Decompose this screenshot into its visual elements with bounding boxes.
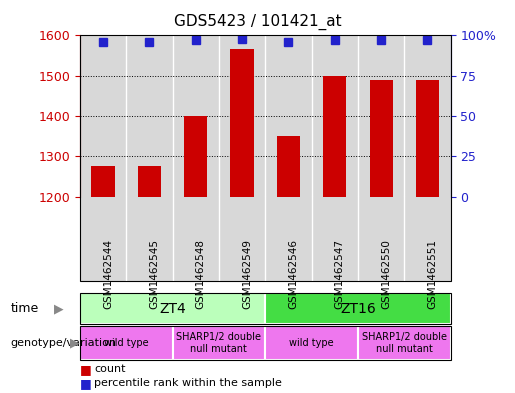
Bar xyxy=(323,75,346,196)
Bar xyxy=(138,166,161,196)
Text: wild type: wild type xyxy=(289,338,334,348)
Text: GSM1462546: GSM1462546 xyxy=(288,239,298,309)
Text: GSM1462545: GSM1462545 xyxy=(149,239,159,309)
Text: genotype/variation: genotype/variation xyxy=(10,338,116,348)
Bar xyxy=(416,80,439,196)
Bar xyxy=(92,166,114,196)
Text: ▶: ▶ xyxy=(70,336,79,349)
Bar xyxy=(184,116,207,196)
Text: count: count xyxy=(94,364,126,375)
Text: ZT16: ZT16 xyxy=(340,301,376,316)
Text: GSM1462547: GSM1462547 xyxy=(335,239,345,309)
Text: GSM1462551: GSM1462551 xyxy=(427,239,437,309)
Text: ■: ■ xyxy=(80,376,92,390)
Bar xyxy=(369,80,392,196)
Text: wild type: wild type xyxy=(104,338,148,348)
Text: SHARP1/2 double
null mutant: SHARP1/2 double null mutant xyxy=(362,332,447,354)
Text: GDS5423 / 101421_at: GDS5423 / 101421_at xyxy=(174,14,341,30)
Bar xyxy=(277,136,300,196)
Text: GSM1462549: GSM1462549 xyxy=(242,239,252,309)
Text: ▶: ▶ xyxy=(54,302,64,315)
Text: SHARP1/2 double
null mutant: SHARP1/2 double null mutant xyxy=(176,332,262,354)
Bar xyxy=(231,50,253,196)
Text: percentile rank within the sample: percentile rank within the sample xyxy=(94,378,282,388)
Text: GSM1462550: GSM1462550 xyxy=(381,239,391,309)
Text: GSM1462544: GSM1462544 xyxy=(103,239,113,309)
Text: ■: ■ xyxy=(80,363,92,376)
Text: ZT4: ZT4 xyxy=(159,301,186,316)
Text: time: time xyxy=(10,302,39,315)
Text: GSM1462548: GSM1462548 xyxy=(196,239,205,309)
